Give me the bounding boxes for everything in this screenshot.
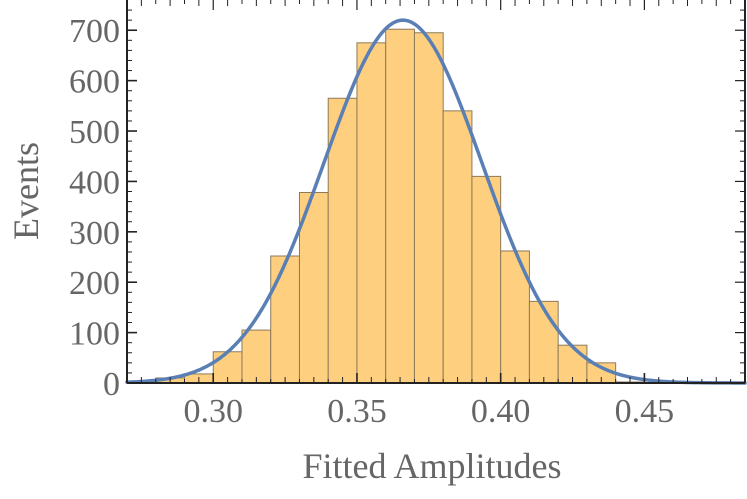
y-axis-title: Events (6, 142, 46, 240)
gaussian-fit-curve (125, 18, 747, 385)
histogram-bar (356, 42, 387, 384)
x-tick-label: 0.30 (183, 393, 243, 430)
histogram-bar (413, 32, 444, 384)
histogram-bar (471, 175, 502, 384)
y-tick-label: 700 (69, 13, 120, 50)
ticks-layer: 0.30 0.35 0.40 0.45 0 100 200 300 400 500 600 700 (69, 0, 746, 430)
histogram-bar (528, 300, 559, 384)
histogram-bar (241, 329, 272, 384)
histogram-bar (270, 255, 300, 384)
x-tick-label: 0.40 (471, 393, 531, 430)
x-tick-label: 0.45 (615, 393, 675, 430)
histogram-bar (442, 110, 473, 384)
y-tick-label: 400 (69, 164, 120, 201)
histogram-bar (557, 344, 588, 384)
y-tick-label: 0 (103, 366, 120, 403)
x-axis-title: Fitted Amplitudes (302, 446, 561, 486)
y-tick-label: 100 (69, 316, 120, 353)
y-tick-label: 500 (69, 114, 120, 151)
y-tick-label: 200 (69, 265, 120, 302)
x-tick-label: 0.35 (327, 393, 387, 430)
histogram-bar (327, 97, 358, 384)
histogram-bar (385, 28, 415, 384)
y-tick-label: 300 (69, 215, 120, 252)
bars-layer (155, 28, 645, 384)
y-tick-label: 600 (69, 64, 120, 101)
fit-curve-layer (125, 18, 747, 385)
